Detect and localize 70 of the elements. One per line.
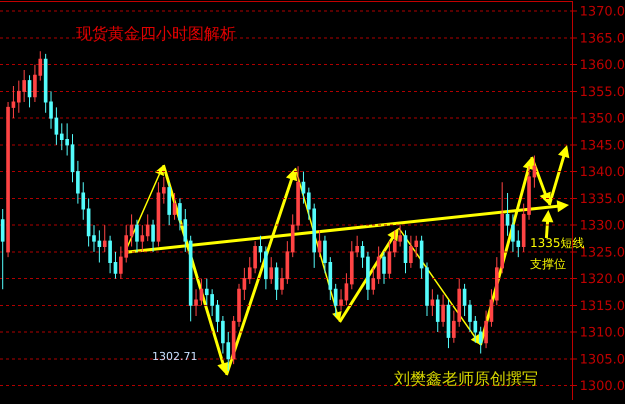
candlestick [178,198,182,231]
candlestick [102,224,107,252]
candlestick [38,50,42,82]
annotation: 刘樊鑫老师原创撰写 [394,369,538,388]
candlestick [28,74,32,108]
candlestick [516,230,520,258]
y-tick-label: 1335.0 [580,192,625,207]
candlestick [376,246,380,284]
candlestick [290,214,295,258]
candlestick [350,240,354,290]
y-tick-label: 1315.0 [580,298,625,314]
candlestick [269,256,274,284]
candlestick [130,214,134,247]
candlestick [60,122,64,151]
y-tick-label: 1320.0 [580,272,625,288]
candlestick [382,251,386,284]
y-tick-label: 1305.0 [580,352,625,368]
candlestick [334,283,338,317]
y-tick-label: 1360.0 [580,58,625,74]
candlestick [204,278,209,306]
candlestick [404,230,408,274]
candlestick [22,69,26,103]
y-tick-label: 1300.0 [580,379,625,394]
candlestick [414,235,418,258]
candlestick [253,240,257,274]
text: 现货黄金四小时图解析 [76,24,236,43]
candlestick [446,299,450,349]
candlestick [452,310,456,344]
candlestick [135,219,139,252]
y-tick-label: 1350.0 [580,112,625,127]
candlestick [296,166,300,231]
candlestick [119,246,123,280]
annotation: 支撑位 [530,257,566,271]
candlestick [16,80,21,114]
candlestick [409,235,413,268]
candlestick [0,208,4,290]
candlestick [188,235,192,322]
candlestick [318,230,322,258]
candlestick [248,256,252,284]
candlestick [312,203,316,268]
candlestick [355,235,359,258]
candlestick [478,326,483,354]
y-tick-label: 1340.0 [580,165,625,180]
candlestick [151,219,155,252]
candlestick [500,182,504,274]
candlestick [441,294,445,328]
annotation: 1302.71 [152,350,198,363]
candlestick [398,224,402,247]
candlestick [124,224,128,264]
candlestick [33,64,37,103]
candlestick [457,278,462,328]
y-tick-label: 1370.0 [580,4,625,20]
candlestick [436,294,440,333]
candlestick [172,192,176,220]
candlestick [226,332,230,372]
candlestick [392,230,397,258]
candlestick [274,262,278,300]
candlestick [183,208,188,252]
y-tick-label: 1310.0 [580,326,625,341]
candlestick [146,214,150,242]
candlestick [167,182,171,226]
y-tick-label: 1345.0 [580,138,625,154]
candlestick [388,240,392,280]
candlestick [371,267,376,296]
y-tick-label: 1330.0 [580,218,625,234]
y-tick-label: 1355.0 [580,84,625,100]
y-tick-label: 1365.0 [580,31,625,46]
candlestick [430,288,434,317]
candlestick [140,224,144,252]
candlestick [81,182,86,220]
